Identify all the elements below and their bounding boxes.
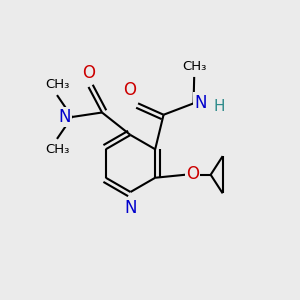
Text: CH₃: CH₃ — [182, 60, 206, 73]
Text: H: H — [214, 99, 226, 114]
Text: O: O — [186, 165, 199, 183]
Text: N: N — [58, 108, 71, 126]
Text: CH₃: CH₃ — [45, 78, 69, 91]
Text: O: O — [123, 81, 136, 99]
Text: CH₃: CH₃ — [45, 143, 69, 156]
Text: N: N — [124, 199, 137, 217]
Text: N: N — [194, 94, 207, 112]
Text: O: O — [82, 64, 95, 82]
